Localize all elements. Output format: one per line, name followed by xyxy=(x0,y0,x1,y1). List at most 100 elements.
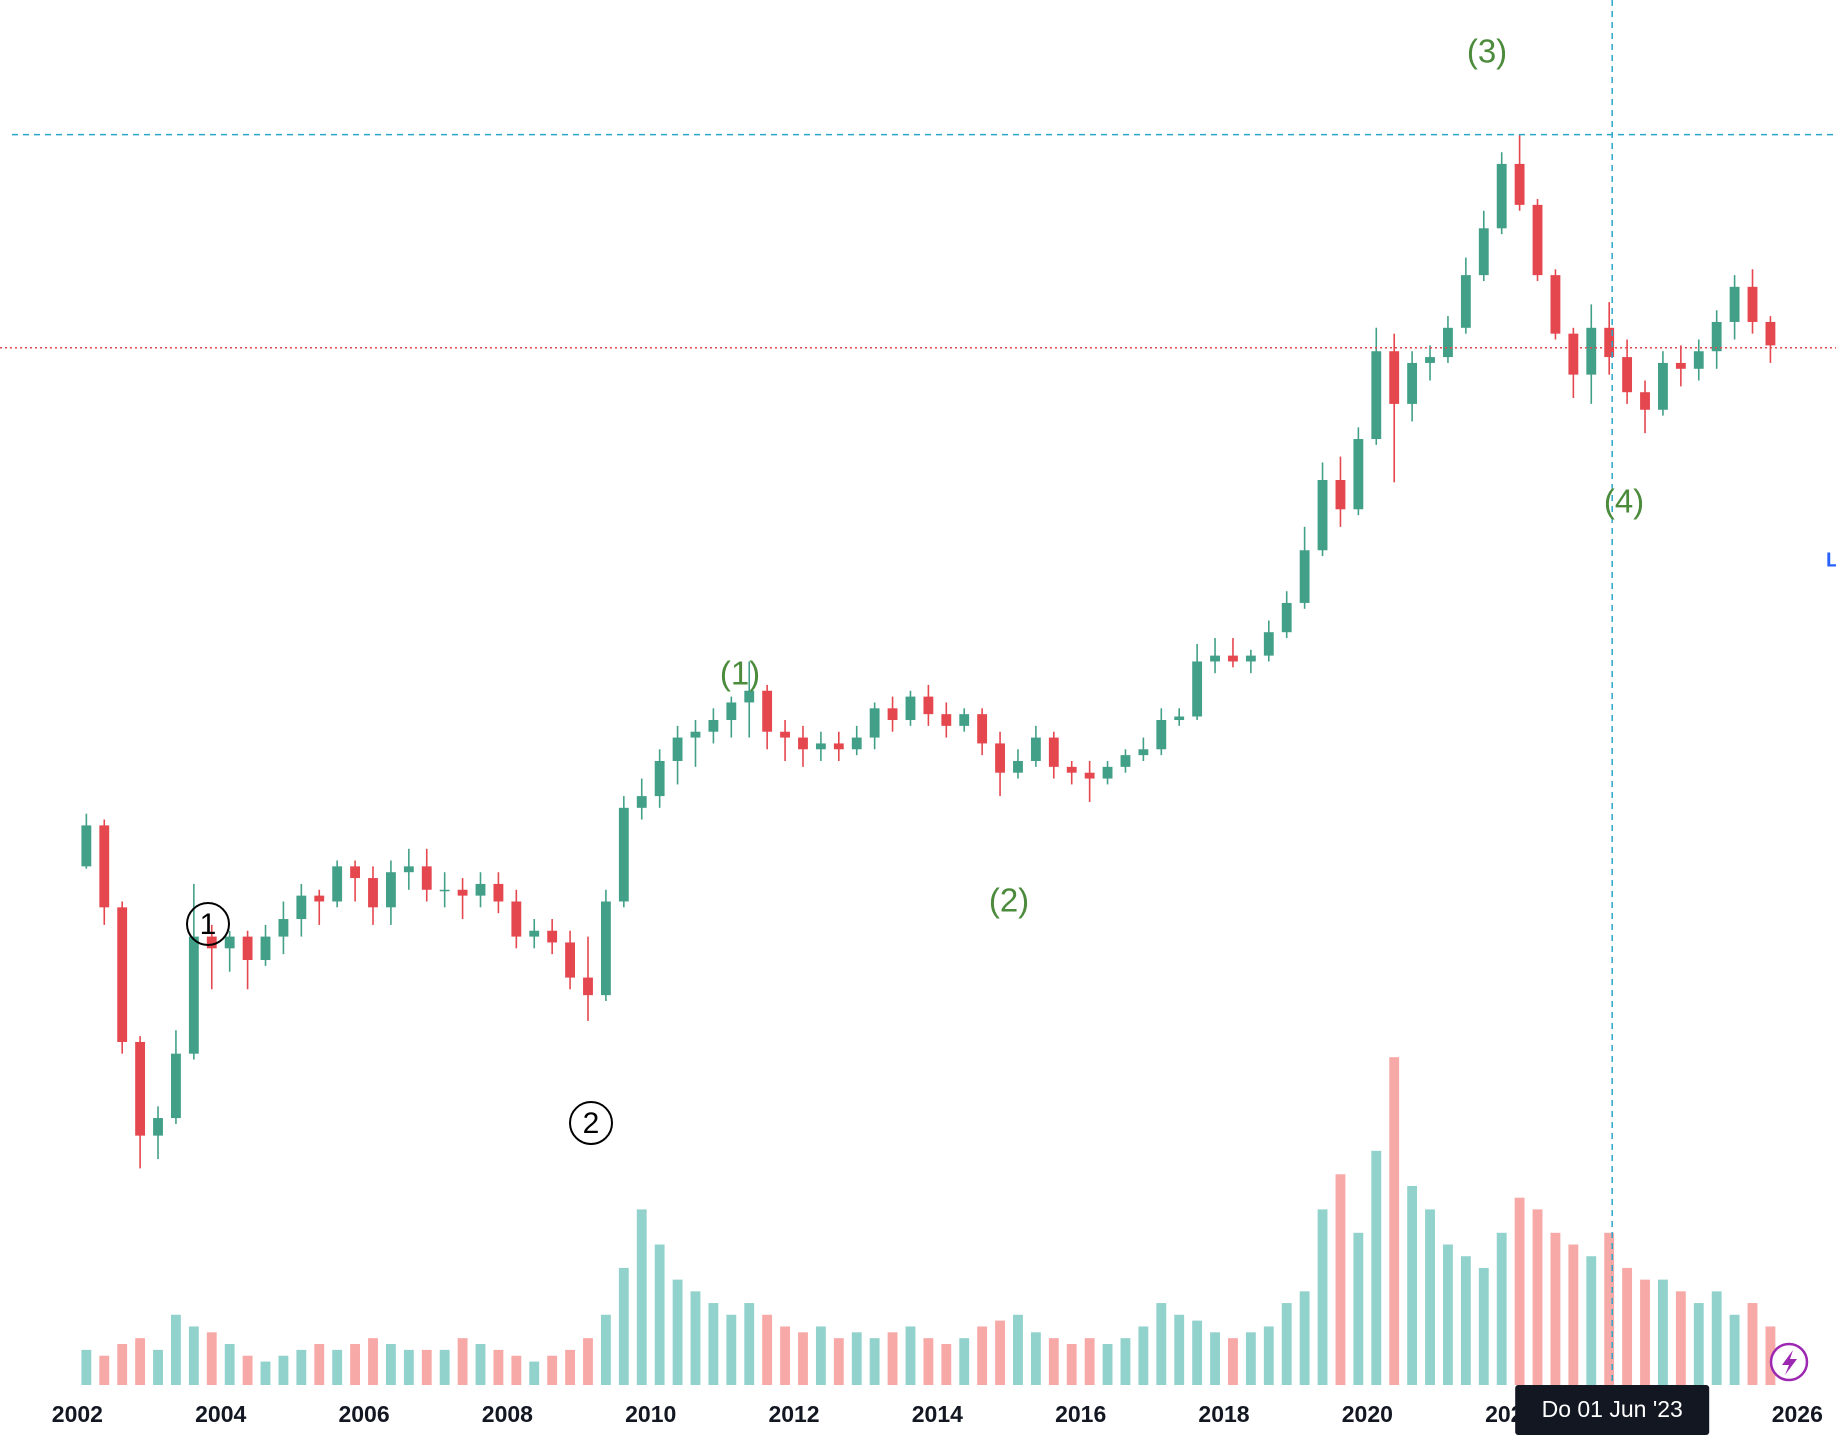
overlay xyxy=(0,0,1836,1385)
volume-bar xyxy=(869,1338,880,1385)
candles xyxy=(81,134,1776,1169)
volume-bar xyxy=(1693,1303,1704,1385)
candle-body xyxy=(1120,755,1131,767)
volume-bar xyxy=(726,1314,737,1385)
x-tick-label: 2012 xyxy=(768,1401,819,1427)
candle-body xyxy=(278,919,289,937)
candle-body xyxy=(296,895,307,920)
candle-body xyxy=(350,866,361,879)
volume-bar xyxy=(762,1314,773,1385)
candle-body xyxy=(1568,333,1579,375)
circled-label: 1 xyxy=(200,908,217,941)
icon-bolt[interactable] xyxy=(1782,1350,1797,1375)
candle-body xyxy=(1299,550,1310,603)
circled-label: 2 xyxy=(583,1107,600,1140)
volume-bar xyxy=(1030,1332,1041,1385)
candle-body xyxy=(260,936,271,961)
volume-bar xyxy=(1658,1279,1668,1385)
volume-bar xyxy=(547,1355,558,1385)
crosshair-tooltip: Do 01 Jun '23 xyxy=(1515,1385,1710,1435)
volume-bar xyxy=(529,1361,540,1385)
candle-body xyxy=(1263,632,1274,656)
candle-body xyxy=(547,930,558,943)
volume-bar xyxy=(99,1355,110,1385)
candle-body xyxy=(242,936,253,961)
volume-bar xyxy=(1228,1338,1238,1385)
volume-bar xyxy=(959,1338,970,1385)
candle-body xyxy=(1729,286,1740,322)
wave-label: (1) xyxy=(720,655,760,692)
candle-body xyxy=(600,901,611,996)
candle-body xyxy=(977,714,988,744)
volume-bar xyxy=(1478,1267,1489,1385)
edge-label: L xyxy=(1826,549,1836,571)
candle-body xyxy=(1586,327,1597,375)
volume-bar xyxy=(403,1349,414,1385)
candle-body xyxy=(762,690,773,732)
volume-bar xyxy=(1640,1279,1650,1385)
candle-body xyxy=(421,866,432,890)
candle-body xyxy=(385,872,396,908)
volume-bar xyxy=(260,1361,271,1385)
candle-body xyxy=(1048,737,1059,767)
candle-body xyxy=(1030,737,1041,761)
candle-body xyxy=(1245,655,1256,662)
candle-body xyxy=(1658,362,1668,410)
candle-body xyxy=(959,714,970,726)
circle-marker xyxy=(186,902,230,946)
candle-body xyxy=(1514,163,1525,205)
lightning-button[interactable] xyxy=(1769,1342,1809,1382)
candle-body xyxy=(995,743,1005,773)
candle-body xyxy=(1066,766,1077,773)
volume-bar xyxy=(511,1355,522,1385)
candle-body xyxy=(1192,661,1203,717)
candle-body xyxy=(1138,749,1149,756)
candle-body xyxy=(1281,602,1292,633)
volume-bar xyxy=(1622,1267,1633,1385)
volume-bar xyxy=(1066,1344,1077,1385)
candle-body xyxy=(744,690,755,703)
x-tick-label: 2020 xyxy=(1342,1401,1393,1427)
x-tick-label: 2010 xyxy=(625,1401,676,1427)
wave-label: (2) xyxy=(989,882,1029,919)
volume-bar xyxy=(242,1355,253,1385)
candle-body xyxy=(565,942,576,978)
candle-body xyxy=(475,883,486,896)
candle-body xyxy=(1013,760,1023,773)
volume-bar xyxy=(1120,1338,1131,1385)
volume-bar xyxy=(923,1338,934,1385)
candle-body xyxy=(1640,392,1650,410)
volume-bar xyxy=(368,1338,378,1385)
volume-bar xyxy=(1317,1209,1328,1385)
candle-body xyxy=(171,1053,181,1119)
volume-bar xyxy=(690,1291,701,1385)
volume-bar xyxy=(1371,1150,1382,1385)
candle-body xyxy=(1765,321,1776,346)
candle-body xyxy=(1496,163,1507,229)
candle-body xyxy=(1389,351,1400,404)
candle-body xyxy=(1174,716,1185,721)
volume-bar xyxy=(1675,1291,1686,1385)
candle-body xyxy=(690,731,701,738)
volume-bar xyxy=(350,1344,361,1385)
candle-body xyxy=(708,720,719,732)
volume-bar xyxy=(1389,1057,1400,1385)
volume-bar xyxy=(278,1355,289,1385)
volume-bar xyxy=(332,1349,343,1385)
candle-body xyxy=(869,708,880,738)
wave-label: (4) xyxy=(1604,483,1644,520)
x-tick-label: 2018 xyxy=(1198,1401,1249,1427)
volume-bar xyxy=(1425,1209,1435,1385)
candle-body xyxy=(726,702,737,721)
x-tick-label: 2008 xyxy=(482,1401,533,1427)
tooltip-box xyxy=(1515,1385,1710,1435)
volume-bar xyxy=(188,1326,199,1385)
volume-bar xyxy=(171,1314,181,1385)
candle-body xyxy=(1102,766,1113,779)
volume-bar xyxy=(1496,1232,1507,1385)
x-tick-label: 2014 xyxy=(912,1401,963,1427)
volume-bar xyxy=(206,1332,217,1385)
candle-body xyxy=(1460,275,1471,328)
candle-body xyxy=(206,936,217,949)
